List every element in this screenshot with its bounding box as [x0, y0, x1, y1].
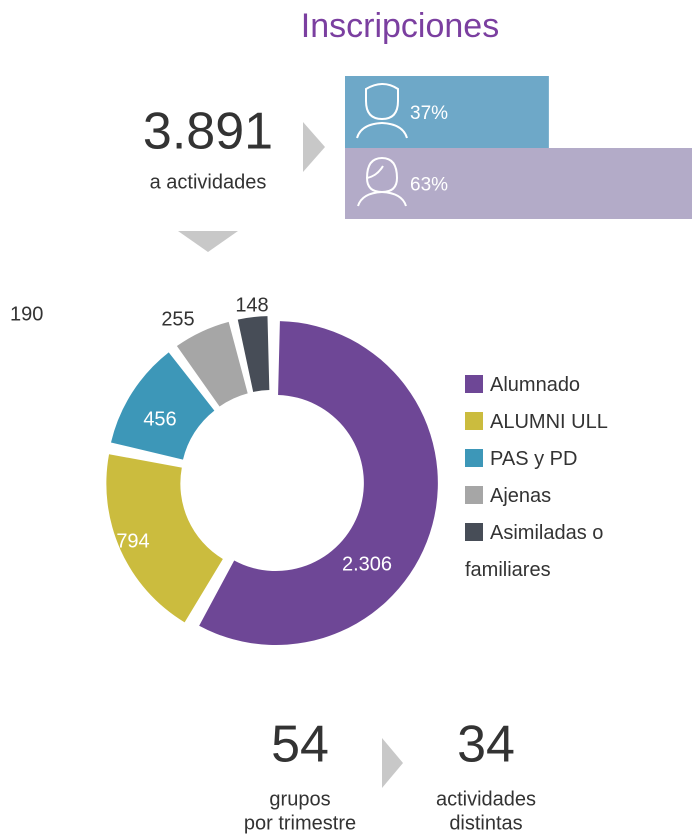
bar-label: 63%: [410, 175, 448, 196]
stat-number: 54: [271, 716, 329, 774]
slice-label: 255: [161, 308, 194, 330]
legend-item: Asimiladas o familiares: [465, 515, 650, 589]
arrow: [178, 231, 238, 252]
total-label: a actividades: [150, 171, 267, 193]
slice: [106, 454, 223, 623]
annotation: 190: [10, 303, 43, 325]
legend-item: PAS y PD: [465, 441, 650, 478]
donut: 2.306 794 456 255 148: [106, 294, 438, 646]
icons: [356, 83, 408, 207]
legend-label: PAS y PD: [490, 448, 578, 470]
gender-bars: 37% 63%: [345, 76, 692, 219]
stat-number: 34: [457, 716, 515, 774]
legend-swatch: [465, 449, 483, 467]
stat-label: grupos: [269, 788, 330, 810]
slice-label: 148: [235, 294, 268, 316]
legend-swatch: [465, 523, 483, 541]
slice: [176, 321, 248, 407]
legend-item: Ajenas: [465, 478, 650, 515]
legend-swatch: [465, 412, 483, 430]
slice: [110, 352, 215, 460]
male-icon: [356, 83, 408, 139]
legend-swatch: [465, 486, 483, 504]
stat-label: por trimestre: [244, 812, 356, 834]
arrow: [303, 122, 325, 172]
legend-item: ALUMNI ULL: [465, 404, 650, 441]
arrow: [382, 738, 403, 788]
slice-label: 456: [143, 408, 176, 430]
slice: [237, 316, 270, 392]
legend-label: ALUMNI ULL: [490, 411, 608, 433]
legend-label: Asimiladas o familiares: [465, 522, 604, 581]
legend: Alumnado ALUMNI ULL PAS y PD Ajenas Asimilad…: [465, 367, 650, 589]
female-icon: [357, 156, 407, 207]
stat-label: distintas: [449, 812, 522, 834]
legend-item: Alumnado: [465, 367, 650, 404]
legend-label: Alumnado: [490, 374, 581, 396]
slice-label: 2.306: [342, 553, 392, 575]
bar: [345, 76, 549, 148]
slice: [199, 321, 438, 646]
slice-label: 794: [116, 530, 149, 552]
legend-label: Ajenas: [490, 485, 552, 507]
bar-label: 37%: [410, 103, 448, 124]
bar: [345, 148, 692, 219]
legend-swatch: [465, 375, 483, 393]
stat-label: actividades: [436, 788, 536, 810]
title: Inscripciones: [301, 7, 499, 45]
total-number: 3.891: [143, 103, 273, 161]
